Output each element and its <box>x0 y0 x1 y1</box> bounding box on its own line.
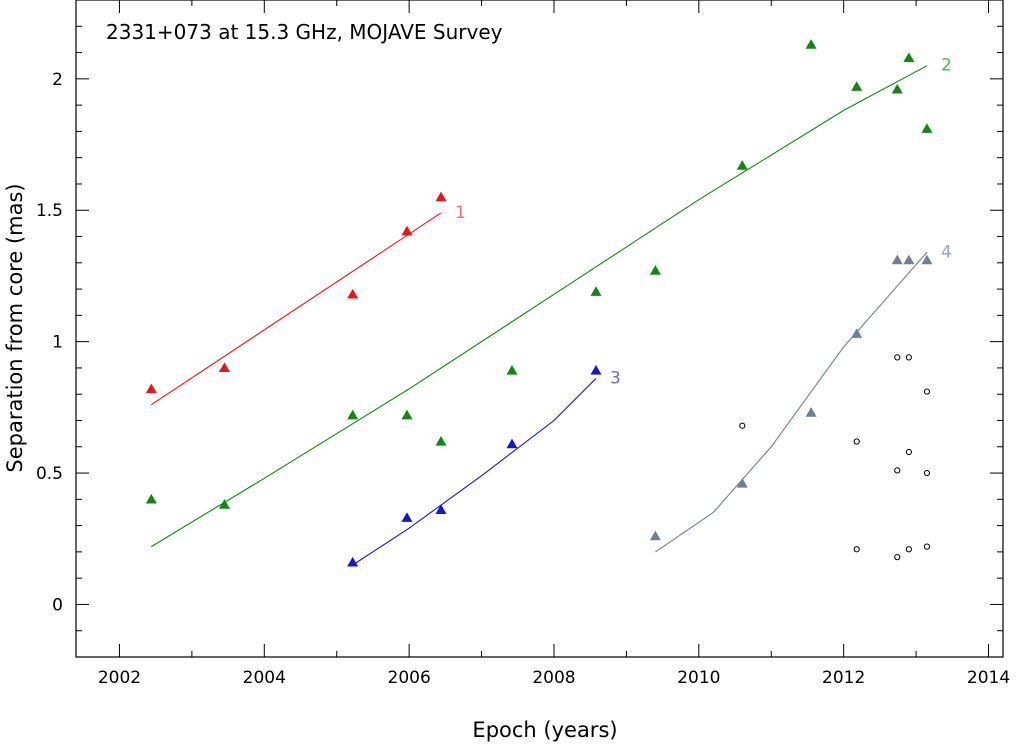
triangle-point-4 <box>805 407 817 417</box>
open-circle-point <box>853 438 860 445</box>
open-circle-point <box>894 354 901 361</box>
plot-frame <box>75 0 1004 658</box>
y-tick-label: 1.5 <box>36 201 63 221</box>
triangle-point-2 <box>903 52 915 62</box>
open-circle-point <box>905 448 912 456</box>
fit-line-3 <box>352 378 597 566</box>
triangle-point-2 <box>649 265 661 275</box>
tick-labels: 2002 2004 2006 2008 2010 2012 2014 0 0.5 1 1.5 2 <box>36 70 1010 688</box>
triangle-point-1 <box>401 225 413 236</box>
open-circle-point <box>905 546 912 553</box>
component-label-2: 2 <box>941 56 952 76</box>
triangle-point-4 <box>736 478 748 488</box>
y-tick-label: 1 <box>52 333 63 353</box>
data-points <box>145 39 933 567</box>
triangle-point-3 <box>347 556 359 567</box>
x-tick-label: 2010 <box>677 668 720 688</box>
y-axis-title: Separation from core (mas) <box>3 183 27 472</box>
triangle-point-4 <box>903 254 915 265</box>
triangle-point-4 <box>921 254 933 265</box>
triangle-point-2 <box>736 160 748 170</box>
triangle-point-3 <box>435 504 447 514</box>
triangle-point-2 <box>921 123 933 133</box>
triangle-point-2 <box>218 499 230 509</box>
triangle-point-3 <box>506 438 518 449</box>
axis-ticks <box>76 0 1003 658</box>
x-tick-label: 2006 <box>388 668 431 688</box>
open-circle-point <box>923 543 931 550</box>
triangle-point-2 <box>401 409 413 420</box>
triangle-point-2 <box>145 493 157 504</box>
x-tick-label: 2008 <box>532 668 575 688</box>
triangle-point-2 <box>435 436 447 446</box>
component-label-3: 3 <box>610 368 621 388</box>
plot-title: 2331+073 at 15.3 GHz, MOJAVE Survey <box>106 20 503 44</box>
triangle-point-2 <box>891 83 903 94</box>
open-circle-point <box>923 469 931 477</box>
triangle-point-4 <box>649 530 661 541</box>
triangle-point-3 <box>590 365 602 375</box>
open-circle-point <box>739 422 746 429</box>
triangle-point-4 <box>891 254 903 265</box>
triangle-point-1 <box>347 288 359 299</box>
y-tick-label: 0 <box>52 595 63 615</box>
triangle-point-3 <box>401 512 413 522</box>
x-tick-label: 2012 <box>822 668 865 688</box>
open-circle-point <box>923 388 931 395</box>
triangle-point-2 <box>805 39 817 49</box>
fit-lines <box>150 65 928 566</box>
x-axis-title: Epoch (years) <box>472 718 617 742</box>
fit-line-1 <box>150 212 442 406</box>
x-tick-label: 2014 <box>967 668 1010 688</box>
triangle-point-2 <box>590 286 602 296</box>
triangle-point-2 <box>347 409 359 420</box>
open-circle-point <box>894 467 901 474</box>
triangle-point-1 <box>218 362 230 373</box>
y-tick-label: 0.5 <box>36 464 63 484</box>
fit-line-2 <box>151 65 928 548</box>
open-circle-point <box>894 554 901 561</box>
component-label-1: 1 <box>455 203 466 223</box>
triangle-point-1 <box>435 191 447 202</box>
x-tick-label: 2004 <box>243 668 286 688</box>
y-tick-label: 2 <box>52 70 63 90</box>
component-label-4: 4 <box>941 242 952 262</box>
fit-line-4 <box>655 251 928 553</box>
open-circle-point <box>853 546 860 553</box>
triangle-point-4 <box>851 328 863 338</box>
triangle-point-2 <box>851 81 863 91</box>
triangle-point-1 <box>145 383 157 394</box>
triangle-point-2 <box>506 365 518 375</box>
x-tick-label: 2002 <box>98 668 141 688</box>
component-labels: 1 2 3 4 <box>455 56 952 389</box>
open-circle-point <box>905 354 912 361</box>
